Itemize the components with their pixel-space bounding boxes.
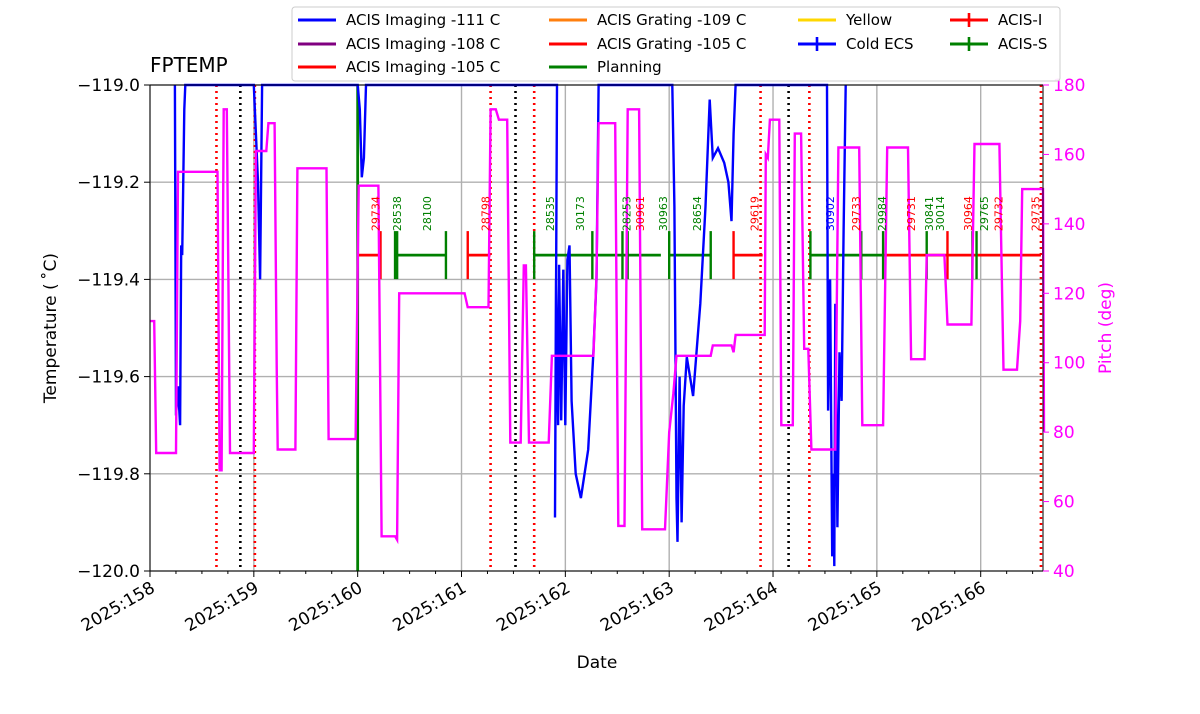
- obsid-label: 30173: [574, 196, 587, 231]
- y-tick-label: −119.6: [77, 368, 140, 388]
- obsid-label: 28538: [391, 196, 404, 231]
- obsid-label: 28253: [621, 196, 634, 231]
- legend-entry: Yellow: [798, 11, 892, 29]
- obsid-label: 30961: [634, 196, 647, 231]
- y2-tick-label: 120: [1053, 284, 1085, 304]
- pitch-series: [150, 108, 1046, 545]
- obsid-label: 29733: [850, 196, 863, 231]
- legend-box: [291, 6, 1061, 82]
- legend-label: ACIS-I: [998, 11, 1042, 29]
- chart-title: FPTEMP: [150, 53, 228, 77]
- legend-label: Cold ECS: [846, 35, 914, 53]
- x-tick-label: 2025:165: [805, 578, 886, 636]
- y-tick-label: −119.2: [77, 173, 140, 193]
- plot-frame: [149, 84, 1044, 572]
- obsid-label: 29765: [978, 196, 991, 231]
- y-axis-label: Temperature ( ˚C): [40, 253, 61, 404]
- obsid-label: 30841: [923, 196, 936, 231]
- legend-entry: ACIS Grating -105 C: [549, 35, 746, 53]
- obsid-labels: 29734 28538 28100 28798 28535 30173 28253 30961…: [369, 196, 1042, 231]
- legend-entry: ACIS-S: [950, 35, 1047, 53]
- y2-tick-label: 40: [1053, 562, 1075, 582]
- x-tick-label: 2025:160: [286, 578, 367, 636]
- x-tick-label: 2025:164: [701, 578, 782, 636]
- x-tick-label: 2025:163: [597, 578, 678, 636]
- y-tick-label: −119.0: [77, 76, 140, 96]
- pitch-line: [150, 108, 1046, 545]
- legend-entry: Cold ECS: [798, 35, 914, 53]
- y2-tick-label: 80: [1053, 423, 1075, 443]
- obsid-label: 29619: [748, 196, 761, 231]
- y2-tick-label: 160: [1053, 145, 1085, 165]
- y2-axis-label: Pitch (deg): [1096, 282, 1116, 374]
- y2-tick-label: 100: [1053, 354, 1085, 374]
- obsid-label: 30014: [934, 196, 947, 231]
- x-tick-label: 2025:159: [182, 578, 263, 636]
- obsid-label: 28798: [479, 196, 492, 231]
- obsid-label: 29731: [905, 196, 918, 231]
- legend-entry: ACIS Imaging -108 C: [298, 35, 500, 53]
- legend: ACIS Imaging -111 C ACIS Grating -109 C Ye…: [291, 6, 1061, 82]
- y2-tick-label: 60: [1053, 493, 1075, 513]
- y-tick-label: −119.8: [77, 465, 140, 485]
- y2-tick-label: 180: [1053, 76, 1085, 96]
- obsid-label: 29735: [1030, 196, 1043, 231]
- legend-label: ACIS Imaging -105 C: [346, 58, 500, 76]
- legend-label: ACIS Imaging -108 C: [346, 35, 500, 53]
- obsid-label: 29734: [369, 196, 382, 231]
- legend-label: Yellow: [845, 11, 892, 29]
- obsid-label: 28535: [544, 196, 557, 231]
- x-tick-label: 2025:162: [493, 578, 574, 636]
- obsid-label: 30963: [657, 196, 670, 231]
- x-tick-label: 2025:166: [909, 578, 990, 636]
- legend-entry: ACIS-I: [950, 11, 1042, 29]
- x-tick-label: 2025:161: [389, 578, 470, 636]
- obsid-label: 30902: [824, 196, 837, 231]
- legend-label: ACIS-S: [998, 35, 1047, 53]
- y-tick-label: −120.0: [77, 562, 140, 582]
- x-axis-label: Date: [577, 653, 618, 673]
- legend-label: Planning: [597, 58, 662, 76]
- legend-entry: ACIS Imaging -105 C: [298, 58, 500, 76]
- y-tick-label: −119.4: [77, 270, 140, 290]
- legend-label: ACIS Grating -109 C: [597, 11, 746, 29]
- obsid-label: 28100: [421, 196, 434, 231]
- legend-entry: ACIS Grating -109 C: [549, 11, 746, 29]
- obsid-label: 29984: [876, 196, 889, 231]
- x-tick-label: 2025:158: [78, 578, 159, 636]
- legend-entry: Planning: [549, 58, 662, 76]
- obsid-label: 30964: [962, 196, 975, 231]
- dotted-markers: [215, 85, 1043, 571]
- y2-tick-label: 140: [1053, 215, 1085, 235]
- legend-label: ACIS Imaging -111 C: [346, 11, 500, 29]
- legend-entry: ACIS Imaging -111 C: [298, 11, 500, 29]
- obsid-label: 29732: [992, 196, 1005, 231]
- legend-label: ACIS Grating -105 C: [597, 35, 746, 53]
- obsid-label: 28654: [691, 196, 704, 231]
